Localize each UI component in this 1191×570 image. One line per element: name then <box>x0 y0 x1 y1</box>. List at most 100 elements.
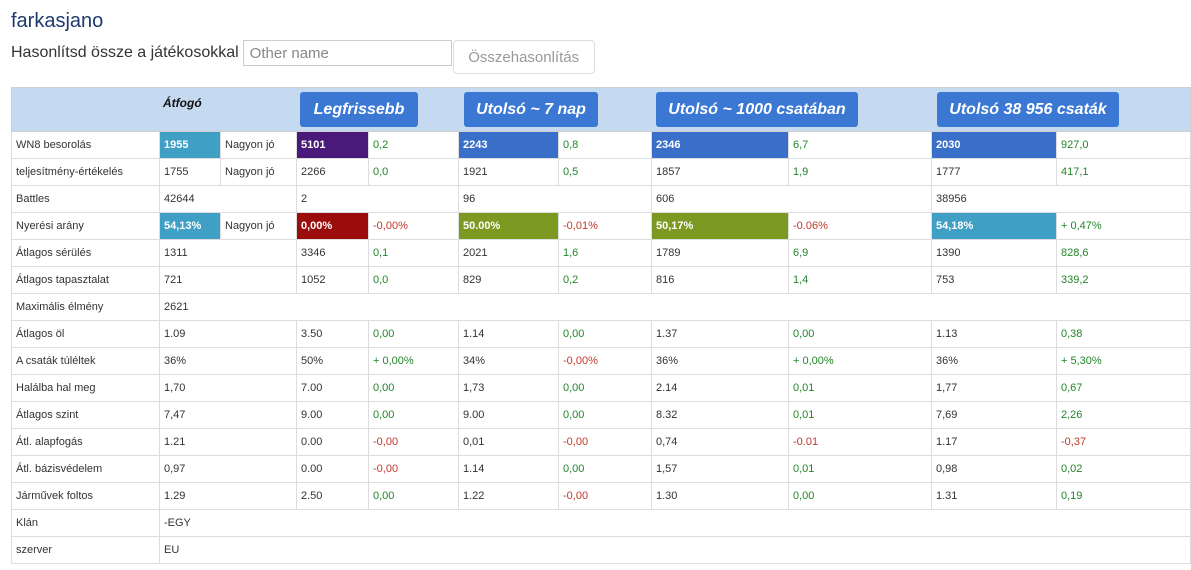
period-value: 2346 <box>651 132 788 158</box>
table-row: szerver EU <box>11 537 1191 564</box>
period-value: 0.00 <box>296 456 368 482</box>
period-delta: 0,0 <box>368 159 458 185</box>
period-delta: -0,00 <box>558 483 651 509</box>
period-value: 816 <box>651 267 788 293</box>
period-value: 2243 <box>458 132 558 158</box>
period-value: 1777 <box>931 159 1056 185</box>
period-value: 1.14 <box>458 321 558 347</box>
period-delta: + 5,30% <box>1056 348 1191 374</box>
compare-button[interactable]: Összehasonlítás <box>452 40 595 74</box>
period-value: 0,74 <box>651 429 788 455</box>
period-value: 54,18% <box>931 213 1056 239</box>
period-value: 1.14 <box>458 456 558 482</box>
row-label: Halálba hal meg <box>16 382 96 394</box>
period-value: 3346 <box>296 240 368 266</box>
player-name: farkasjano <box>11 10 104 32</box>
period-value: 2 <box>296 186 458 212</box>
row-label: Battles <box>16 193 50 205</box>
overall-value: 54,13% <box>159 213 220 239</box>
table-row: Átl. bázisvédelem 0,97 0.00 -0,00 1.14 0,00 1,… <box>11 456 1191 483</box>
period-delta: 0,00 <box>368 321 458 347</box>
period-delta: -0,00 <box>368 456 458 482</box>
period-delta: 0,00 <box>558 456 651 482</box>
period-value: 8.32 <box>651 402 788 428</box>
period-delta: 0,00 <box>788 321 931 347</box>
period-value: 96 <box>458 186 651 212</box>
period-delta: 0,00 <box>558 321 651 347</box>
period-value: 0.00 <box>296 429 368 455</box>
compare-name-input[interactable] <box>242 40 452 66</box>
period-value: 2266 <box>296 159 368 185</box>
period-value: 1.37 <box>651 321 788 347</box>
period-delta: 6,7 <box>788 132 931 158</box>
period-value: 9.00 <box>458 402 558 428</box>
period-delta: -0,00 <box>558 429 651 455</box>
period-delta: 0,0 <box>368 267 458 293</box>
overall-value: 1.21 <box>159 429 296 455</box>
row-label: Átlagos szint <box>16 409 79 421</box>
compare-label: Hasonlítsd össze a játékosokkal <box>11 44 239 61</box>
row-label: Átlagos tapasztalat <box>16 274 109 286</box>
period-value: 7.00 <box>296 375 368 401</box>
period-delta: 0,2 <box>558 267 651 293</box>
period-delta: 0,01 <box>788 402 931 428</box>
table-row: Battles 42644 2 96 606 38956 <box>11 186 1191 213</box>
stats-table-header: Átfogó Legfrissebb Utolsó ~ 7 nap Utolsó… <box>11 87 1191 132</box>
table-row: Maximális élmény 2621 <box>11 294 1191 321</box>
period-delta: 1,9 <box>788 159 931 185</box>
overall-value: 1755 <box>159 159 220 185</box>
row-label: Klán <box>16 517 39 529</box>
stats-table-body: WN8 besorolás 1955 Nagyon jó 5101 0,2 2243 0,8… <box>11 132 1191 564</box>
period-delta: 1,6 <box>558 240 651 266</box>
period-value: 1,77 <box>931 375 1056 401</box>
tab-latest[interactable]: Legfrissebb <box>300 92 418 127</box>
period-value: 50.00% <box>458 213 558 239</box>
overall-value: 0,97 <box>159 456 296 482</box>
period-delta: 0,38 <box>1056 321 1191 347</box>
period-value: 36% <box>651 348 788 374</box>
table-row: WN8 besorolás 1955 Nagyon jó 5101 0,2 2243 0,8… <box>11 132 1191 159</box>
row-label: Átlagos öl <box>16 328 65 340</box>
row-label: Átlagos sérülés <box>16 247 92 259</box>
period-value: 1.13 <box>931 321 1056 347</box>
period-value: 2021 <box>458 240 558 266</box>
tab-last-1000-battles[interactable]: Utolsó ~ 1000 csatában <box>656 92 858 127</box>
overall-value: 1.29 <box>159 483 296 509</box>
period-value: 1.30 <box>651 483 788 509</box>
tab-all-battles[interactable]: Utolsó 38 956 csaták <box>937 92 1119 127</box>
table-row: Átlagos öl 1.09 3.50 0,00 1.14 0,00 1.37 0,00 1.… <box>11 321 1191 348</box>
tab-last-7-days[interactable]: Utolsó ~ 7 nap <box>464 92 598 127</box>
period-value: 50,17% <box>651 213 788 239</box>
table-row: A csaták túléltek 36% 50% + 0,00% 34% -0,00% 3… <box>11 348 1191 375</box>
period-delta: 0,00 <box>368 402 458 428</box>
table-row: Járművek foltos 1.29 2.50 0,00 1.22 -0,00 1.30… <box>11 483 1191 510</box>
overall-value: -EGY <box>159 510 1191 536</box>
row-label: szerver <box>16 544 53 556</box>
table-row: Halálba hal meg 1,70 7.00 0,00 1,73 0,00 2.14 0… <box>11 375 1191 402</box>
overall-value: 42644 <box>159 186 296 212</box>
period-delta: 339,2 <box>1056 267 1191 293</box>
table-row: Nyerési arány 54,13% Nagyon jó 0,00% -0,00% 5… <box>11 213 1191 240</box>
period-delta: 0,00 <box>558 375 651 401</box>
period-value: 829 <box>458 267 558 293</box>
row-label: WN8 besorolás <box>16 139 92 151</box>
period-value: 1921 <box>458 159 558 185</box>
row-label: Járművek foltos <box>16 490 94 502</box>
period-value: 1052 <box>296 267 368 293</box>
period-delta: 0,67 <box>1056 375 1191 401</box>
period-delta: 417,1 <box>1056 159 1191 185</box>
period-delta: -0,00 <box>368 429 458 455</box>
overall-value: 1955 <box>159 132 220 158</box>
period-value: 0,01 <box>458 429 558 455</box>
period-delta: -0,01% <box>558 213 651 239</box>
period-delta: 0,02 <box>1056 456 1191 482</box>
table-row: Átlagos sérülés 1311 3346 0,1 2021 1,6 1789 6,9… <box>11 240 1191 267</box>
overall-value: 7,47 <box>159 402 296 428</box>
overall-value: 1,70 <box>159 375 296 401</box>
table-row: Átlagos tapasztalat 721 1052 0,0 829 0,2 816 1,… <box>11 267 1191 294</box>
row-label: Maximális élmény <box>16 301 104 313</box>
overall-value: 721 <box>159 267 296 293</box>
period-delta: + 0,00% <box>368 348 458 374</box>
period-delta: 0,00 <box>558 402 651 428</box>
period-delta: 1,4 <box>788 267 931 293</box>
